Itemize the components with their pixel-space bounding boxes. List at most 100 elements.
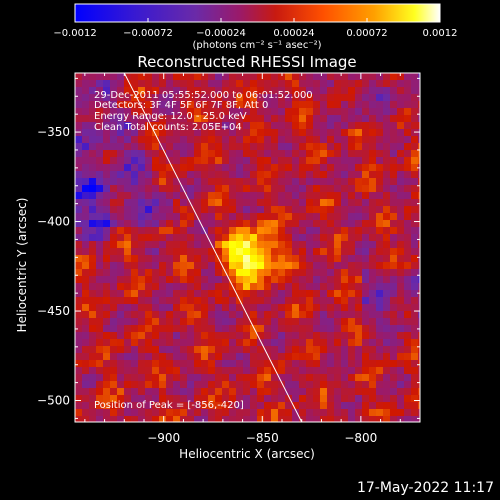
heatmap-cell (320, 325, 328, 333)
heatmap-cell (278, 269, 286, 277)
heatmap-cell (250, 94, 258, 102)
heatmap-cell (334, 241, 342, 249)
heatmap-cell (180, 262, 188, 270)
heatmap-cell (222, 122, 230, 130)
heatmap-cell (285, 108, 293, 116)
heatmap-cell (180, 192, 188, 200)
heatmap-cell (418, 395, 420, 403)
heatmap-cell (229, 255, 237, 263)
heatmap-cell (299, 80, 307, 88)
colorbar-tick-label: −0.00024 (196, 28, 246, 39)
heatmap-cell (299, 248, 307, 256)
heatmap-cell (271, 332, 279, 340)
heatmap-cell (138, 129, 146, 137)
heatmap-cell (355, 101, 363, 109)
heatmap-cell (75, 136, 83, 144)
heatmap-cell (299, 192, 307, 200)
heatmap-cell (341, 178, 349, 186)
heatmap-cell (257, 248, 265, 256)
heatmap-cell (306, 73, 314, 81)
heatmap-cell (208, 402, 216, 410)
heatmap-cell (327, 283, 335, 291)
heatmap-cell (404, 318, 412, 326)
heatmap-cell (250, 192, 258, 200)
heatmap-cell (194, 87, 202, 95)
heatmap-cell (418, 248, 420, 256)
heatmap-cell (292, 122, 300, 130)
heatmap-cell (397, 248, 405, 256)
heatmap-cell (166, 108, 174, 116)
colorbar (74, 3, 441, 23)
heatmap-cell (271, 220, 279, 228)
heatmap-cell (152, 206, 160, 214)
heatmap-cell (75, 255, 83, 263)
heatmap-cell (411, 290, 419, 298)
heatmap-cell (159, 262, 167, 270)
heatmap-cell (418, 276, 420, 284)
heatmap-cell (369, 304, 377, 312)
heatmap-cell (257, 115, 265, 123)
heatmap-cell (75, 297, 83, 305)
heatmap-cell (180, 290, 188, 298)
heatmap-cell (103, 80, 111, 88)
heatmap-cell (355, 157, 363, 165)
heatmap-cell (327, 311, 335, 319)
heatmap-cell (327, 220, 335, 228)
heatmap-cell (82, 269, 90, 277)
heatmap-cell (369, 248, 377, 256)
heatmap-cell (243, 73, 251, 81)
heatmap-cell (278, 290, 286, 298)
heatmap-cell (215, 283, 223, 291)
heatmap-cell (75, 108, 83, 116)
heatmap-cell (278, 339, 286, 347)
heatmap-cell (208, 381, 216, 389)
heatmap-cell (313, 248, 321, 256)
heatmap-cell (222, 157, 230, 165)
heatmap-cell (117, 234, 125, 242)
heatmap-cell (82, 304, 90, 312)
heatmap-cell (208, 115, 216, 123)
heatmap-cell (194, 122, 202, 130)
heatmap-cell (166, 220, 174, 228)
heatmap-cell (257, 227, 265, 235)
heatmap-cell (285, 283, 293, 291)
heatmap-cell (348, 269, 356, 277)
heatmap-cell (173, 115, 181, 123)
heatmap-cell (159, 206, 167, 214)
heatmap-cell (124, 73, 132, 81)
heatmap-cell (404, 171, 412, 179)
heatmap-cell (292, 311, 300, 319)
heatmap-cell (201, 73, 209, 81)
solar-limb-line (123, 73, 303, 422)
heatmap-cell (236, 283, 244, 291)
heatmap-cell (103, 269, 111, 277)
heatmap-cell (355, 255, 363, 263)
heatmap-cell (229, 178, 237, 186)
heatmap-cell (404, 108, 412, 116)
heatmap-cell (369, 325, 377, 333)
heatmap-cell (271, 262, 279, 270)
heatmap-cell (320, 269, 328, 277)
heatmap-cell (418, 129, 420, 137)
heatmap-cell (397, 101, 405, 109)
heatmap-cell (110, 374, 118, 382)
heatmap-cell (306, 346, 314, 354)
heatmap-cell (208, 248, 216, 256)
heatmap-cell (369, 416, 377, 422)
heatmap-cell (264, 304, 272, 312)
heatmap-cell (124, 290, 132, 298)
heatmap-cell (166, 318, 174, 326)
heatmap-cell (411, 311, 419, 319)
heatmap-cell (159, 192, 167, 200)
heatmap-cell (292, 234, 300, 242)
heatmap-cell (341, 108, 349, 116)
heatmap-cell (96, 297, 104, 305)
heatmap-cell (285, 129, 293, 137)
heatmap-cell (194, 234, 202, 242)
heatmap-cell (166, 73, 174, 81)
heatmap-cell (96, 94, 104, 102)
heatmap-cell (173, 395, 181, 403)
heatmap-cell (215, 388, 223, 396)
heatmap-cell (306, 199, 314, 207)
heatmap-cell (117, 185, 125, 193)
